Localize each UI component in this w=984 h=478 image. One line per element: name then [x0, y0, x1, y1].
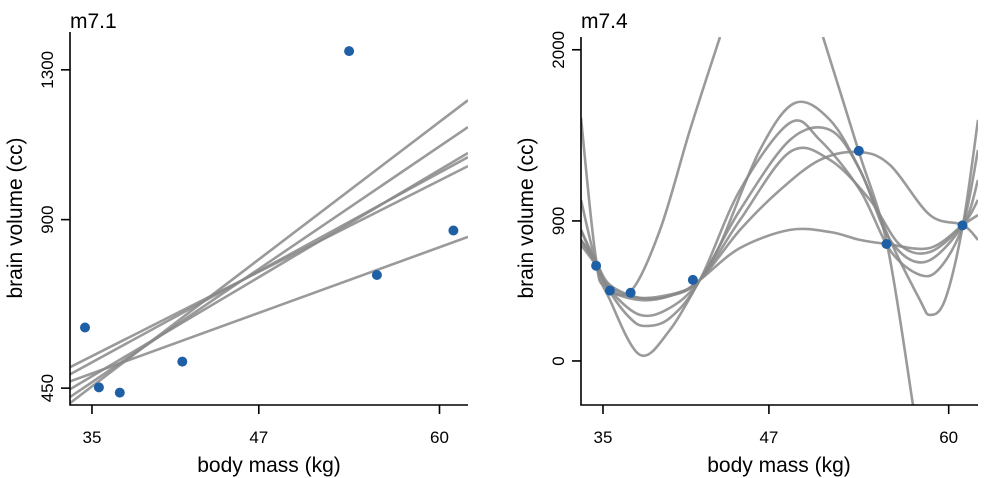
right-x-axis-label: body mass (kg): [707, 454, 851, 477]
data-point: [177, 356, 188, 367]
left-axes: [69, 32, 468, 406]
fit-curve-7-segment-2: [821, 37, 915, 405]
x-tick-label: 47: [249, 428, 268, 447]
fit-curve-1: [581, 100, 978, 358]
y-tick-label: 0: [549, 356, 568, 365]
panel-left-title: m7.1: [70, 10, 117, 33]
y-tick-label: 900: [549, 207, 568, 235]
fit-line-6: [70, 235, 468, 383]
data-point: [604, 285, 615, 296]
right-fit-curves: [581, 37, 978, 405]
data-point: [591, 260, 602, 271]
x-tick-label: 60: [430, 428, 449, 447]
fit-line-2: [70, 126, 468, 399]
right-axes: [580, 37, 978, 406]
right-y-axis-label: brain volume (cc): [515, 137, 538, 298]
x-tick-label: 47: [759, 428, 778, 447]
panel-right: m7.4 35 47 60 0 900 2000 body mass (kg) brai…: [515, 10, 978, 477]
data-point: [93, 382, 104, 393]
data-point: [371, 270, 382, 280]
fit-curve-3: [581, 126, 978, 318]
right-x-ticks: 35 47 60: [594, 405, 958, 447]
y-tick-label: 900: [38, 205, 57, 233]
x-tick-label: 60: [939, 428, 958, 447]
data-point: [448, 225, 459, 236]
data-point: [80, 322, 90, 333]
data-point: [625, 287, 636, 298]
data-point: [687, 274, 698, 285]
y-tick-label: 2000: [549, 31, 568, 69]
x-tick-label: 35: [594, 428, 613, 447]
right-y-ticks: 0 900 2000: [549, 31, 581, 366]
left-data-points: [80, 46, 459, 398]
y-tick-label: 1300: [38, 51, 57, 89]
fit-curve-5: [581, 213, 978, 300]
right-data-points: [591, 145, 968, 298]
data-point: [344, 46, 355, 57]
fit-curve-2: [581, 119, 978, 328]
left-fit-lines: [70, 99, 468, 405]
data-point: [957, 220, 968, 231]
data-point: [881, 239, 892, 249]
data-point: [853, 145, 864, 156]
left-y-axis-label: brain volume (cc): [4, 137, 27, 298]
fit-line-5: [70, 164, 468, 369]
left-y-ticks: 450 900 1300: [38, 51, 70, 402]
y-tick-label: 450: [38, 374, 57, 402]
panel-left: m7.1 35 47 60 450 900 1300 body mass (kg) br…: [4, 10, 468, 477]
panel-right-title: m7.4: [581, 10, 628, 33]
x-tick-label: 35: [83, 428, 102, 447]
data-point: [114, 387, 125, 398]
left-x-axis-label: body mass (kg): [197, 454, 341, 477]
left-x-ticks: 35 47 60: [83, 405, 449, 447]
fit-curve-7-segment-1: [581, 37, 722, 297]
